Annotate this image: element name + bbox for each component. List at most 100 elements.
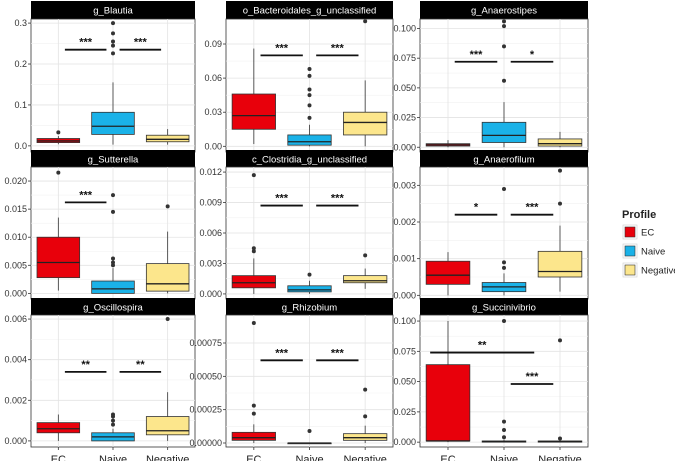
y-tick-label: 0.003: [199, 258, 222, 268]
y-tick-label: 0.025: [393, 113, 416, 123]
box-ec: [36, 130, 81, 145]
y-tick-label: 0.004: [4, 355, 27, 365]
y-tick-label: 0.2: [14, 59, 27, 69]
significance-label: ***: [275, 347, 289, 359]
significance-label: ***: [331, 347, 345, 359]
significance-label: ***: [470, 49, 484, 61]
box-ec: [231, 321, 276, 443]
panel-strip: [226, 150, 393, 168]
significance-label: ***: [134, 37, 148, 49]
panel-title: g_Anaerofilum: [473, 155, 534, 166]
outlier-point: [111, 193, 115, 198]
box-naive: [287, 272, 332, 294]
significance-label: ***: [526, 371, 540, 383]
outlier-point: [111, 39, 115, 44]
outlier-point: [307, 67, 312, 72]
outlier-point: [251, 403, 256, 408]
y-tick-label: 0.075: [393, 346, 416, 356]
outlier-point: [558, 201, 562, 206]
box-naive: [91, 193, 135, 294]
panel-title: o_Bacteroidales_g_unclassified: [243, 6, 377, 17]
significance-label: **: [81, 359, 90, 371]
y-tick-label: 0.009: [199, 198, 222, 208]
box-iqr: [537, 138, 583, 147]
box-negative: [145, 317, 190, 441]
outlier-point: [251, 411, 256, 416]
box-iqr: [425, 260, 471, 285]
y-tick-label: 0.015: [4, 204, 27, 214]
legend-swatch: [624, 264, 636, 276]
significance-label: **: [478, 340, 487, 352]
box-iqr: [36, 236, 81, 279]
y-tick-label: 0.010: [4, 232, 27, 242]
outlier-point: [502, 435, 506, 440]
y-tick-label: 0.100: [393, 316, 416, 326]
outlier-point: [111, 422, 115, 427]
panel-strip: [226, 1, 393, 19]
significance-label: ***: [526, 202, 540, 214]
x-category-label: Negative: [343, 454, 386, 461]
box-negative: [343, 253, 388, 289]
outlier-point: [111, 256, 115, 261]
y-tick-label: 0.001: [393, 254, 416, 264]
box-negative: [145, 129, 190, 145]
box-iqr: [231, 275, 276, 289]
box-iqr: [36, 422, 81, 434]
panel-strip: [31, 1, 195, 19]
box-iqr: [287, 134, 332, 146]
x-category-label: Negative: [146, 454, 189, 461]
significance-label: ***: [79, 189, 93, 201]
legend-label: EC: [641, 228, 654, 239]
outlier-point: [251, 173, 256, 178]
box-iqr: [145, 416, 190, 436]
legend-swatch: [624, 245, 636, 257]
significance-label: ***: [79, 37, 93, 49]
panel-5: c_Clostridia_g_unclassified 0.000 0.003 0.0…: [199, 150, 394, 300]
y-tick-label: 0.050: [393, 377, 416, 387]
box-iqr: [343, 275, 388, 284]
panel-title: g_Blautia: [93, 6, 133, 17]
y-tick-label: 0.075: [393, 53, 416, 63]
outlier-point: [558, 338, 562, 343]
box-iqr: [287, 285, 332, 293]
y-tick-label: 0.100: [393, 24, 416, 34]
outlier-point: [502, 260, 506, 265]
y-tick-label: 0.025: [393, 407, 416, 417]
outlier-point: [558, 436, 562, 441]
outlier-point: [251, 321, 256, 325]
box-iqr: [425, 364, 471, 442]
outlier-point: [56, 130, 61, 135]
y-tick-label: 0.03: [204, 107, 222, 117]
box-negative: [537, 131, 583, 148]
significance-label: *: [474, 202, 479, 214]
y-tick-label: 0.000: [199, 289, 222, 299]
outlier-point: [307, 73, 312, 78]
panel-7: g_Oscillospira 0.000 0.002 0.004 0.006 ** ** EC…: [4, 298, 196, 461]
panel-3: g_Anaerostipes 0.000 0.025 0.050 0.075 0.100 *…: [393, 1, 589, 153]
x-category-label: Naive: [99, 454, 127, 461]
outlier-point: [307, 272, 312, 277]
outlier-point: [111, 43, 115, 48]
y-tick-label: 0.002: [393, 217, 416, 227]
y-tick-label: 0.00050: [189, 371, 222, 381]
legend-swatch: [624, 226, 636, 238]
y-tick-label: 0.000: [393, 437, 416, 447]
y-tick-label: 0.020: [4, 176, 27, 186]
box-ec: [425, 140, 471, 148]
outlier-point: [502, 78, 506, 83]
panel-title: g_Sutterella: [88, 155, 139, 166]
outlier-point: [165, 317, 170, 322]
y-tick-label: 0.1: [14, 100, 27, 110]
box-negative: [145, 204, 190, 294]
legend-label: Negative: [641, 266, 675, 277]
box-iqr: [231, 93, 276, 130]
x-category-label: Naive: [295, 454, 323, 461]
significance-label: *: [530, 49, 535, 61]
box-naive: [481, 319, 527, 443]
panel-strip: [420, 298, 588, 316]
y-tick-label: 0.00075: [189, 338, 222, 348]
outlier-point: [111, 263, 115, 268]
x-category-label: Negative: [538, 454, 581, 461]
significance-label: **: [136, 359, 145, 371]
